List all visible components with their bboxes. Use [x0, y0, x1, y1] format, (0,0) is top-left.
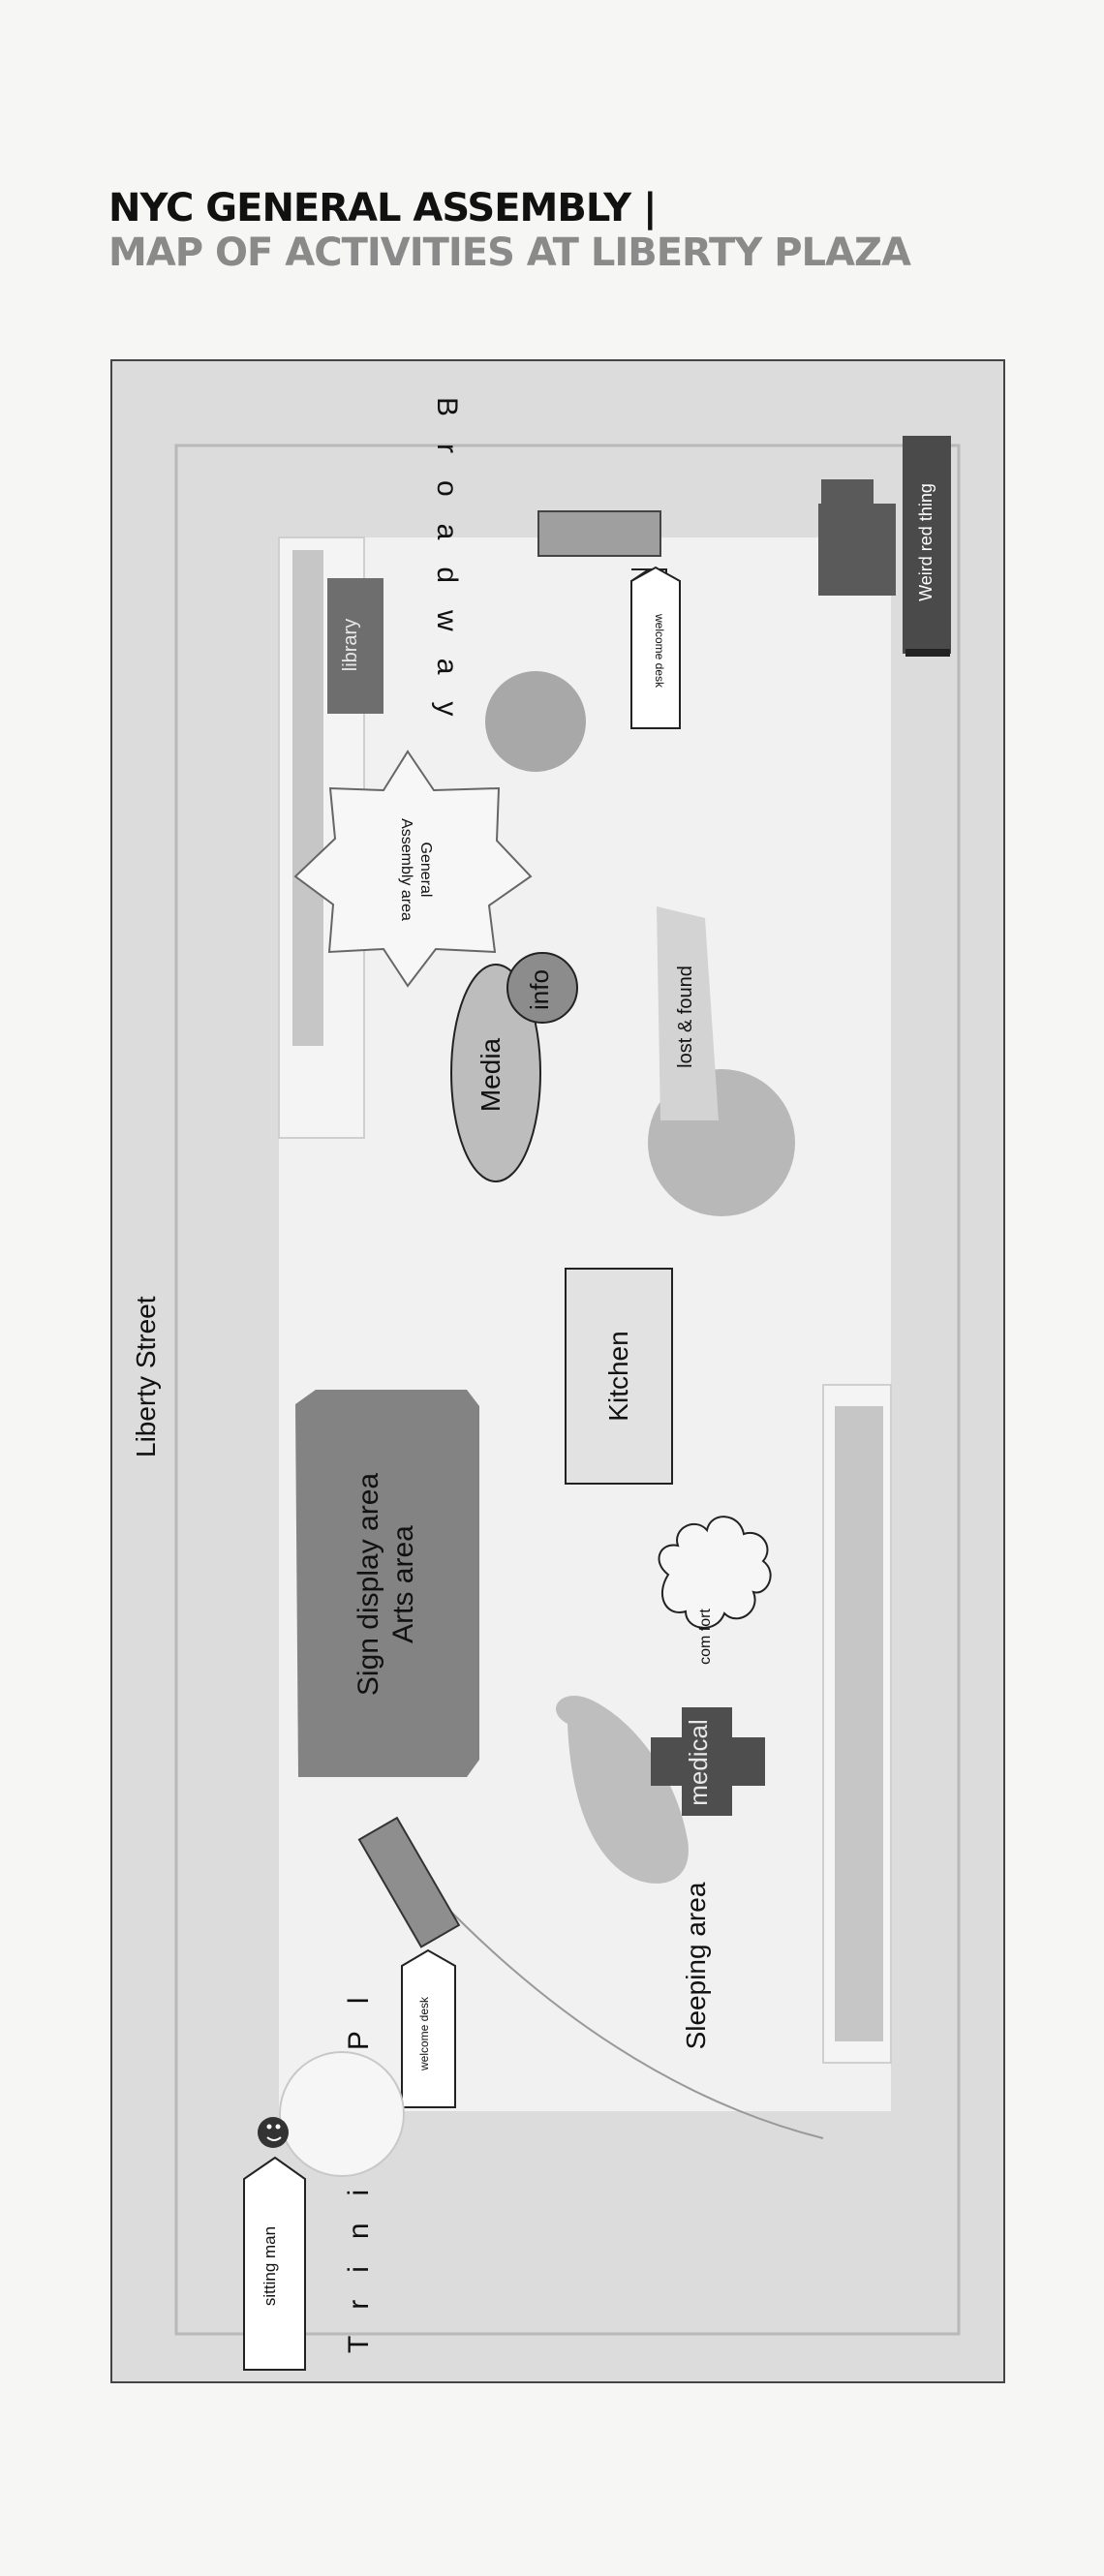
info-label: info	[525, 969, 554, 1010]
sleeping-area-label: Sleeping area	[681, 1882, 711, 2049]
welcome-desk-top: welcome desk	[537, 510, 681, 729]
page-title: NYC GENERAL ASSEMBLY |	[108, 186, 658, 230]
lost-and-found: lost & found	[648, 906, 795, 1216]
smiley-icon	[258, 2117, 289, 2148]
bottom-tilted-block	[357, 1816, 461, 1948]
street-liberty: Liberty Street	[131, 1296, 161, 1457]
page-header: NYC GENERAL ASSEMBLY | MAP OF ACTIVITIES…	[108, 186, 911, 275]
weird-red-thing: Weird red thing	[818, 436, 951, 657]
medical-label: medical	[684, 1719, 713, 1806]
media-label: Media	[475, 1037, 506, 1112]
welcome-desk-bottom-label: welcome desk	[417, 1996, 431, 2071]
sign-display-arts-area: Sign display area Arts area	[295, 1390, 479, 1777]
media-tent: Media info	[450, 952, 578, 1182]
weird-red-thing-label: Weird red thing	[916, 483, 935, 601]
info-booth	[506, 952, 578, 1024]
library: library	[327, 578, 383, 714]
lost-and-found-label: lost & found	[675, 966, 696, 1068]
street-broadway: Broadway	[431, 397, 463, 743]
comfort-tent: com fort	[658, 1516, 772, 1665]
general-assembly-label-line1: General	[417, 843, 434, 898]
curved-path	[437, 1897, 824, 2139]
library-label: library	[340, 619, 361, 671]
right-bench	[835, 1406, 883, 2041]
welcome-desk-bottom: welcome desk	[401, 1948, 456, 2108]
gray-circle-top	[485, 671, 586, 772]
gray-blob	[556, 1695, 689, 1884]
sitting-man-marker: sitting man	[243, 2156, 306, 2371]
medical-tent: medical	[651, 1707, 765, 1816]
left-bench	[292, 550, 323, 1046]
kitchen-label: Kitchen	[603, 1331, 633, 1421]
sitting-man-label: sitting man	[261, 2226, 279, 2306]
arts-area-label: Arts area	[387, 1525, 419, 1643]
corner-circle	[279, 2051, 405, 2177]
page-subtitle: MAP OF ACTIVITIES AT LIBERTY PLAZA	[108, 230, 911, 275]
sidewalk-border	[174, 444, 961, 2336]
sign-display-label: Sign display area	[353, 1473, 384, 1696]
comfort-label: com fort	[697, 1609, 714, 1665]
general-assembly-label-line2: Assembly area	[398, 818, 414, 921]
general-assembly-area: General Assembly area	[293, 750, 533, 988]
welcome-desk-top-label: welcome desk	[653, 613, 666, 689]
kitchen: Kitchen	[565, 1268, 673, 1485]
